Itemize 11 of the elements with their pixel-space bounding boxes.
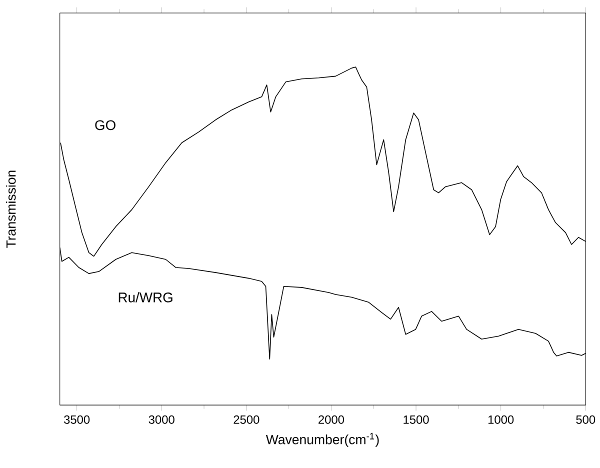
series-label: Ru/WRG xyxy=(118,292,172,302)
x-tick-label: 1000 xyxy=(488,415,514,424)
x-tick-label: 500 xyxy=(576,415,596,424)
x-tick-label: 2000 xyxy=(318,415,344,424)
x-tick-label: 3500 xyxy=(64,415,90,424)
x-tick-label: 3000 xyxy=(148,415,174,424)
x-axis-title: Wavenumber(cm$^{-1}$) xyxy=(266,432,379,447)
text: GO xyxy=(95,120,116,130)
y-axis-title: Transmission xyxy=(6,170,16,248)
x-tick-label: 2500 xyxy=(234,415,260,424)
x-tick-label: 1500 xyxy=(404,415,429,424)
